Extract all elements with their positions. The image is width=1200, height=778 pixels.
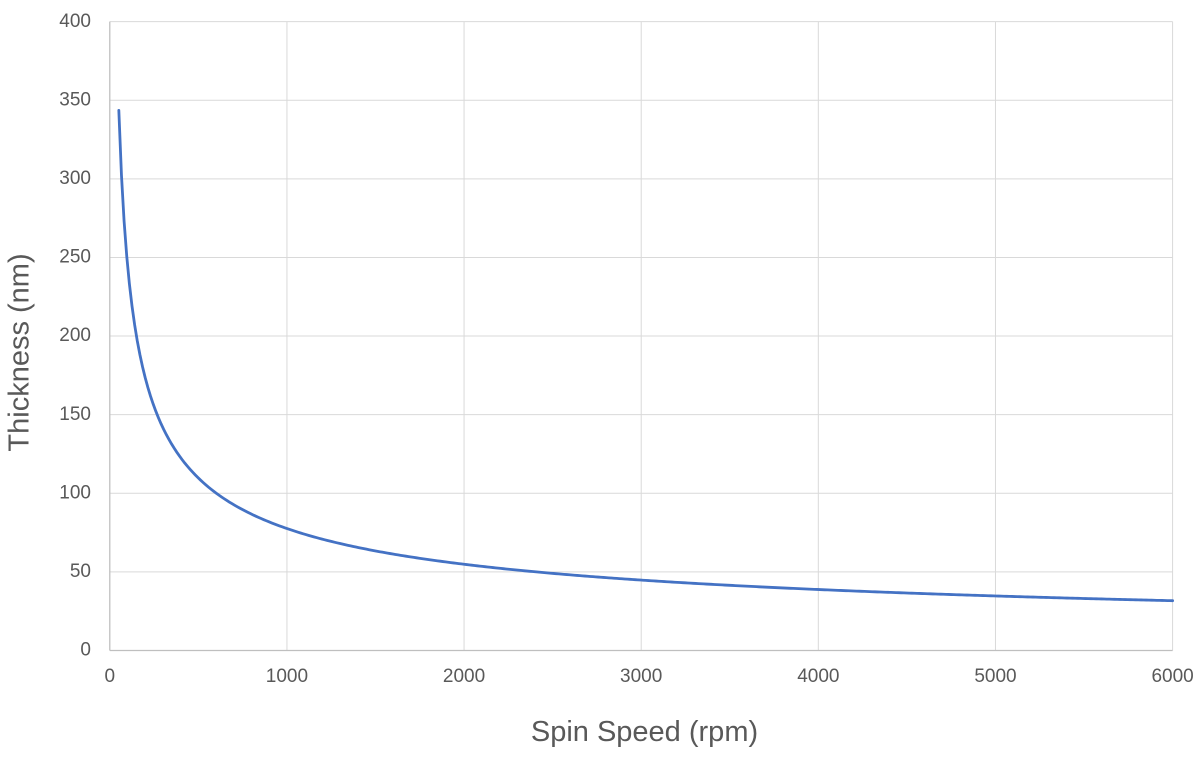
svg-text:3000: 3000 bbox=[620, 666, 662, 687]
svg-text:200: 200 bbox=[59, 325, 91, 346]
svg-text:0: 0 bbox=[80, 640, 91, 661]
svg-text:2000: 2000 bbox=[443, 666, 485, 687]
svg-text:50: 50 bbox=[70, 561, 91, 582]
svg-text:1000: 1000 bbox=[266, 666, 308, 687]
svg-text:100: 100 bbox=[59, 483, 91, 504]
svg-text:Thickness (nm): Thickness (nm) bbox=[4, 253, 36, 451]
svg-text:400: 400 bbox=[59, 11, 91, 32]
svg-text:300: 300 bbox=[59, 168, 91, 189]
svg-text:Spin Speed (rpm): Spin Speed (rpm) bbox=[531, 716, 758, 748]
svg-text:0: 0 bbox=[105, 666, 116, 687]
svg-text:250: 250 bbox=[59, 247, 91, 268]
svg-text:150: 150 bbox=[59, 404, 91, 425]
svg-text:4000: 4000 bbox=[797, 666, 839, 687]
svg-text:350: 350 bbox=[59, 90, 91, 111]
svg-text:5000: 5000 bbox=[974, 666, 1016, 687]
svg-text:6000: 6000 bbox=[1151, 666, 1193, 687]
